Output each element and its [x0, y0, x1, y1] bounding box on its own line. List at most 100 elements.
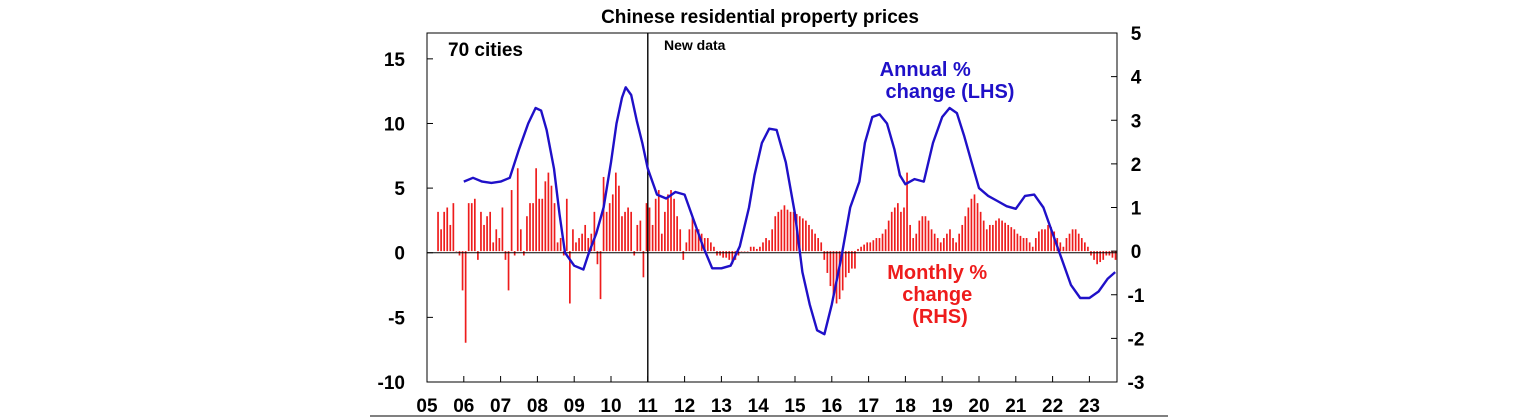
monthly-bar	[464, 251, 467, 343]
annual-line	[463, 86, 1116, 336]
x-tick-label: 20	[968, 396, 989, 417]
monthly-bar	[1062, 246, 1065, 252]
monthly-bar	[777, 211, 780, 252]
right-tick-label: 1	[1131, 199, 1142, 220]
monthly-bars	[437, 168, 1117, 343]
monthly-bar	[682, 251, 685, 260]
monthly-bar	[1087, 246, 1089, 252]
monthly-bar	[961, 224, 964, 252]
monthly-bar	[664, 211, 666, 252]
monthly-bar	[706, 238, 709, 252]
monthly-bar	[538, 198, 541, 252]
monthly-bar	[710, 242, 712, 252]
monthly-bar	[660, 233, 663, 252]
monthly-bar	[973, 194, 976, 252]
monthly-bar	[614, 172, 617, 252]
right-tick-label: 4	[1131, 68, 1142, 89]
monthly-bar	[667, 194, 669, 252]
monthly-bar	[1010, 227, 1013, 252]
monthly-bar	[633, 251, 636, 256]
monthly-bar	[792, 211, 795, 252]
monthly-bar	[958, 233, 961, 252]
monthly-bar	[918, 220, 921, 252]
monthly-bar	[728, 251, 731, 260]
annual-label-line-1: Annual %	[880, 59, 971, 81]
monthly-bar	[544, 181, 547, 252]
monthly-bar	[480, 211, 482, 252]
monthly-series-label: Monthly % change (RHS)	[887, 262, 993, 328]
monthly-bar	[823, 251, 826, 260]
monthly-bar	[1004, 222, 1006, 252]
monthly-bar	[605, 211, 608, 252]
monthly-bar	[584, 224, 587, 252]
monthly-bar	[939, 242, 942, 252]
monthly-bar	[1034, 238, 1037, 252]
monthly-bar	[762, 242, 764, 252]
monthly-bar	[866, 242, 869, 252]
monthly-bar	[657, 190, 660, 252]
monthly-bar	[716, 251, 718, 256]
monthly-bar	[942, 238, 945, 252]
x-tick-label: 21	[1005, 396, 1027, 417]
monthly-bar	[890, 211, 893, 252]
monthly-bar	[1080, 238, 1083, 252]
monthly-bar	[752, 246, 755, 252]
monthly-bar	[783, 205, 786, 252]
monthly-bar	[529, 203, 531, 252]
right-tick-label: 3	[1131, 111, 1142, 132]
monthly-bar	[624, 211, 626, 252]
monthly-bar	[801, 218, 804, 252]
monthly-bar	[437, 211, 439, 252]
monthly-bar	[694, 229, 697, 252]
panel-label: 70 cities	[448, 40, 523, 61]
x-tick-label: 19	[932, 396, 953, 417]
monthly-bar	[1016, 233, 1019, 252]
monthly-bar	[829, 251, 832, 287]
monthly-bar	[498, 238, 501, 252]
monthly-bar	[1007, 224, 1010, 252]
monthly-bar	[789, 211, 792, 252]
monthly-bar	[1090, 251, 1092, 256]
monthly-bar	[495, 229, 498, 252]
monthly-bar	[869, 242, 872, 252]
monthly-bar	[759, 246, 761, 252]
monthly-bar	[1044, 229, 1046, 252]
monthly-bar	[713, 246, 715, 252]
monthly-bar	[897, 203, 899, 252]
monthly-bar	[982, 220, 985, 252]
monthly-label-line-1: Monthly %	[887, 262, 987, 284]
monthly-bar	[860, 246, 862, 252]
monthly-bar	[1071, 229, 1074, 252]
monthly-bar	[995, 220, 997, 252]
monthly-bar	[559, 238, 562, 252]
left-tick-label: -5	[388, 308, 405, 329]
monthly-bar	[1084, 242, 1086, 252]
monthly-bar	[851, 251, 853, 269]
monthly-bar	[1114, 251, 1117, 260]
left-tick-label: 0	[394, 244, 405, 265]
monthly-bar	[798, 216, 801, 252]
monthly-bar	[535, 168, 537, 252]
monthly-bar	[881, 233, 884, 252]
monthly-bar	[826, 251, 829, 273]
monthly-bar	[924, 216, 927, 252]
monthly-bar	[872, 240, 875, 252]
x-tick-label: 10	[600, 396, 621, 417]
monthly-bar	[553, 203, 556, 252]
monthly-bar	[976, 203, 979, 252]
monthly-bar	[486, 216, 488, 252]
monthly-bar	[477, 251, 479, 260]
monthly-bar	[719, 251, 721, 256]
monthly-bar	[1019, 235, 1022, 252]
annual-series-label: Annual % change (LHS)	[880, 59, 1015, 103]
monthly-bar	[651, 224, 654, 252]
monthly-bar	[952, 238, 954, 252]
monthly-bar	[569, 251, 571, 304]
monthly-bar	[562, 251, 565, 256]
monthly-bar	[593, 211, 596, 252]
monthly-bar	[979, 211, 982, 252]
x-tick-label: 23	[1079, 396, 1100, 417]
monthly-bar	[967, 207, 970, 252]
monthly-bar	[854, 251, 856, 269]
monthly-bar	[906, 172, 908, 252]
